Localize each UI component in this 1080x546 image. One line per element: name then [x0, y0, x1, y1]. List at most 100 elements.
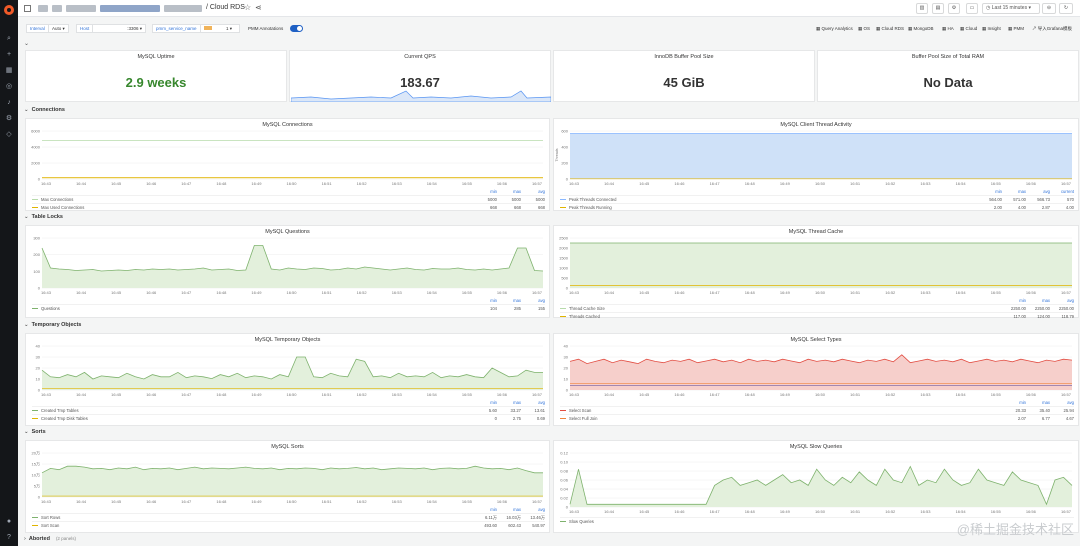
search-icon[interactable]: ⌕ [7, 35, 11, 42]
stat-panel-qps[interactable]: Current QPS 183.67 [289, 50, 551, 102]
settings-button[interactable]: ⚙ [948, 3, 960, 14]
host-select[interactable]: :3306 ▾ [92, 24, 146, 33]
save-button[interactable]: ▤ [932, 3, 944, 14]
legend-column-header[interactable]: min [1019, 400, 1026, 405]
nav-cloud[interactable]: ▦ Cloud [960, 26, 978, 31]
stat-panel-buffer-ram[interactable]: Buffer Pool Size of Total RAM No Data [817, 50, 1079, 102]
legend-item[interactable]: Select Full Join 2.07 6.77 4.67 [560, 414, 1074, 422]
legend-item[interactable]: Sort Scan 493.60 602.43 540.97 [32, 521, 545, 529]
explore-icon[interactable]: ◎ [5, 83, 13, 90]
legend-column-header[interactable]: min [490, 400, 497, 405]
legend-item[interactable]: Questions 104 285 155 [32, 304, 545, 312]
x-tick-label: 16:53 [920, 392, 931, 397]
tv-mode-button[interactable]: ▭ [966, 3, 978, 14]
collapse-row-chevron-icon[interactable]: ⌄ [24, 41, 30, 47]
legend-item[interactable]: Max Used Connections 668 668 668 [32, 203, 545, 211]
legend-item[interactable]: Slow Queries [560, 517, 1074, 525]
x-tick-label: 16:46 [146, 181, 157, 186]
service-name-select[interactable]: 1 ▾ [200, 24, 240, 33]
legend-column-header[interactable]: min [1019, 298, 1026, 303]
x-tick-label: 16:49 [780, 392, 791, 397]
legend-column-header[interactable]: avg [538, 400, 545, 405]
legend-column-header[interactable]: avg [1067, 298, 1074, 303]
x-tick-label: 16:47 [710, 392, 721, 397]
grafana-logo-icon[interactable] [4, 5, 14, 15]
row-aborted[interactable]: › Aborted (2 panels) [24, 536, 76, 542]
legend-item[interactable]: Max Connections 5000 5000 5000 [32, 195, 545, 203]
legend-column-header[interactable]: avg [1043, 189, 1050, 194]
breadcrumb-blurred[interactable] [100, 5, 160, 12]
legend-item[interactable]: Created Tmp Tables 5.60 33.27 13.61 [32, 406, 545, 414]
legend-column-header[interactable]: avg [538, 298, 545, 303]
legend-column-header[interactable]: max [1018, 189, 1026, 194]
nav-import-grafana[interactable]: ↗ 导入Grafana模板 [1032, 26, 1073, 31]
legend-column-header[interactable]: current [1060, 189, 1074, 194]
legend-column-header[interactable]: max [513, 507, 521, 512]
graph-panel-sorts[interactable]: MySQL Sorts 20万 15万 10万 5万 0 16:43 16:44 16:45 16… [25, 440, 550, 533]
legend-column-header[interactable]: avg [538, 507, 545, 512]
breadcrumb-blurred[interactable] [66, 5, 96, 12]
graph-panel-thread-activity[interactable]: MySQL Client Thread Activity 600 400 200 0 Th… [553, 118, 1079, 211]
nav-os[interactable]: ▦ OS [858, 26, 871, 31]
legend-column-header[interactable]: min [995, 189, 1002, 194]
user-avatar-icon[interactable]: ● [6, 518, 12, 525]
panel-title: MySQL Temporary Objects [254, 337, 321, 343]
nav-ha[interactable]: ▦ HA [942, 26, 954, 31]
graph-panel-thread-cache[interactable]: MySQL Thread Cache 2500 2000 1500 1000 500 0 16… [553, 225, 1079, 320]
pmm-annotations-toggle[interactable] [290, 25, 303, 32]
legend-column-header[interactable]: avg [538, 189, 545, 194]
graph-panel-connections[interactable]: MySQL Connections 6000 4000 2000 0 16:43 16:44… [25, 118, 550, 211]
nav-query-analytics[interactable]: ▦ Query Analytics [816, 26, 853, 31]
nav-pmm[interactable]: ▦ PMM [1008, 26, 1025, 31]
legend-column-header[interactable]: max [1042, 400, 1050, 405]
row-connections[interactable]: ⌄ Connections [24, 107, 65, 113]
legend-column-header[interactable]: max [513, 400, 521, 405]
nav-cloud-rds[interactable]: ▦ Cloud RDS [876, 26, 905, 31]
legend-item[interactable]: Created Tmp Disk Tables 0 2.75 0.69 [32, 414, 545, 422]
interval-select[interactable]: Auto ▾ [48, 24, 69, 33]
time-picker[interactable]: ◷ Last 15 minutes ▾ [982, 3, 1040, 14]
breadcrumb-blurred[interactable] [38, 5, 48, 12]
legend-item[interactable]: Peak Threads Connected 564.00 571.00 566.73… [560, 195, 1074, 203]
legend-swatch [560, 521, 566, 523]
star-icon[interactable]: ☆ [244, 3, 252, 12]
legend-series-name: Created Tmp Tables [41, 408, 79, 413]
legend-item[interactable]: Peak Threads Running 2.00 4.00 2.87 4.00 [560, 203, 1074, 211]
legend-column-header[interactable]: min [490, 298, 497, 303]
legend-column-header[interactable]: max [1042, 298, 1050, 303]
legend-item[interactable]: Sort Rows 6.11万 16.03万 13.46万 [32, 513, 545, 521]
alert-bell-icon[interactable]: ♪ [7, 99, 11, 106]
dashboards-icon[interactable]: ▦ [5, 67, 13, 74]
row-sorts[interactable]: ⌄ Sorts [24, 429, 46, 435]
legend-item[interactable]: Thread Cache Size 2250.00 2250.00 2250.00 [560, 304, 1074, 312]
graph-panel-questions[interactable]: MySQL Questions 300 200 100 0 16:43 16:44 16:45… [25, 225, 550, 318]
legend-column-header[interactable]: max [513, 298, 521, 303]
legend-column-header[interactable]: min [490, 507, 497, 512]
breadcrumb-blurred[interactable] [164, 5, 202, 12]
refresh-button[interactable]: ↻ [1059, 3, 1073, 14]
graph-panel-slow-queries[interactable]: MySQL Slow Queries 0.12 0.10 0.08 0.06 0.04 0.… [553, 440, 1079, 533]
shield-icon[interactable]: ◇ [6, 131, 12, 138]
share-icon[interactable]: ⋖ [255, 3, 262, 12]
legend-column-header[interactable]: max [513, 189, 521, 194]
add-panel-button[interactable]: ▥ [916, 3, 928, 14]
legend-item[interactable]: Select Scan 20.33 35.40 25.94 [560, 406, 1074, 414]
nav-mongodb[interactable]: ▦ MongoDB [908, 26, 934, 31]
graph-panel-select-types[interactable]: MySQL Select Types 40 30 20 10 0 16:43 16:44 16:… [553, 333, 1079, 426]
legend-item[interactable]: Threads Cached 117.00 124.00 118.79 [560, 312, 1074, 320]
help-icon[interactable]: ? [7, 534, 11, 541]
nav-insight[interactable]: ▦ Insight [982, 26, 1001, 31]
row-temporary-objects[interactable]: ⌄ Temporary Objects [24, 322, 82, 328]
legend-column-header[interactable]: avg [1067, 400, 1074, 405]
breadcrumb-blurred[interactable] [52, 5, 62, 12]
row-table-locks[interactable]: ⌄ Table Locks [24, 214, 63, 220]
x-tick-label: 16:44 [604, 509, 615, 514]
legend-column-header[interactable]: min [490, 189, 497, 194]
gear-icon[interactable]: ⚙ [5, 115, 13, 122]
zoom-out-button[interactable]: ⊖ [1042, 3, 1056, 14]
graph-panel-temp-objects[interactable]: MySQL Temporary Objects 40 30 20 10 0 16:43 16:… [25, 333, 550, 426]
stat-panel-buffer-pool[interactable]: InnoDB Buffer Pool Size 45 GiB [553, 50, 815, 102]
stat-panel-uptime[interactable]: MySQL Uptime 2.9 weeks [25, 50, 287, 102]
plus-icon[interactable]: + [6, 51, 12, 58]
dashboard-title[interactable]: / Cloud RDS [206, 4, 245, 11]
